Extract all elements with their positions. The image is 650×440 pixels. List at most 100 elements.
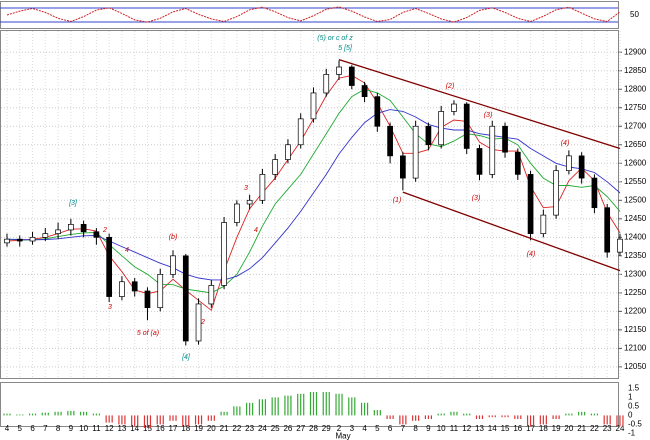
x-tick-label: 22 (590, 424, 599, 433)
candle-body (259, 174, 266, 201)
x-tick-label: 12 (462, 424, 471, 433)
trend-line (402, 191, 621, 272)
candle-body (119, 281, 125, 297)
x-tick-label: 17 (169, 424, 178, 433)
wave-label: 2 (200, 319, 205, 326)
candle-body (310, 92, 317, 120)
y-tick-label: 12400 (624, 232, 647, 241)
x-tick-label: 6 (30, 424, 35, 433)
x-tick-label: 29 (322, 424, 331, 433)
x-tick-label: 16 (513, 424, 522, 433)
x-tick-label: 27 (296, 424, 305, 433)
candle-body (285, 144, 291, 160)
y-tick-label: 50 (630, 10, 639, 19)
x-tick-label: 2 (337, 424, 342, 433)
oscillator-panel (0, 1, 619, 29)
x-tick-label: 10 (437, 424, 446, 433)
y-tick-label: 12200 (624, 306, 647, 315)
wave-label: 3 (108, 304, 112, 311)
y-tick-label: 12700 (624, 121, 647, 130)
candle-body (195, 303, 202, 342)
y-tick-label: 12550 (624, 177, 647, 186)
y-tick-label: 12050 (624, 362, 647, 371)
price-panel (0, 30, 619, 379)
x-tick-label: 23 (603, 424, 612, 433)
candle-body (591, 177, 598, 209)
candle-body (527, 174, 534, 234)
x-tick-label: 5 (375, 424, 380, 433)
wave-label: 3 (244, 185, 248, 192)
x-tick-label: 12 (105, 424, 114, 433)
wave-label: (4) (561, 140, 570, 147)
candle-body (55, 229, 61, 234)
candle-body (336, 66, 342, 75)
y-tick-label: -1 (628, 429, 636, 438)
candle-body (425, 125, 432, 146)
candle-body (348, 66, 355, 86)
x-tick-label: 11 (450, 424, 459, 433)
wave-label: (4) (527, 251, 536, 258)
candle-body (144, 290, 151, 309)
wave-label: (2) (446, 83, 455, 90)
wave-label: [3] (68, 200, 78, 207)
x-tick-label: 8 (413, 424, 418, 433)
x-tick-label: 17 (526, 424, 535, 433)
histogram-panel (0, 382, 619, 427)
candle-body (170, 255, 176, 275)
candle-body (374, 96, 381, 127)
wave-label: 5 [5] (338, 45, 353, 52)
x-tick-label: 20 (564, 424, 573, 433)
candle-body (604, 207, 611, 253)
candle-body (489, 125, 496, 175)
candle-body (387, 125, 393, 157)
y-tick-label: 12800 (624, 84, 647, 93)
wave-label: (1) (393, 197, 402, 204)
candle-body (42, 233, 49, 238)
candle-body (246, 199, 253, 205)
x-tick-label: 15 (143, 424, 152, 433)
candle-body (93, 231, 100, 238)
candle-body (463, 103, 470, 149)
y-tick-label: 12100 (624, 343, 647, 352)
candle-body (553, 170, 559, 216)
y-tick-label: 12250 (624, 288, 647, 297)
trend-line (338, 58, 621, 150)
wave-label: [4] (181, 354, 191, 361)
x-tick-label: 15 (501, 424, 510, 433)
x-tick-label: 7 (43, 424, 48, 433)
candle-body (400, 155, 406, 179)
candle-body (106, 236, 113, 297)
candle-body (297, 118, 304, 146)
x-tick-label: 8 (56, 424, 61, 433)
candle-body (617, 238, 623, 253)
x-tick-label: 13 (475, 424, 484, 433)
x-tick-label: 24 (258, 424, 267, 433)
candle-body (566, 155, 572, 172)
x-tick-label: 9 (69, 424, 74, 433)
x-tick-label: 25 (271, 424, 280, 433)
x-tick-label: 26 (283, 424, 292, 433)
x-tick-label: 19 (194, 424, 203, 433)
candle-body (16, 238, 23, 242)
y-tick-label: 12350 (624, 251, 647, 260)
candle-body (578, 155, 585, 179)
y-tick-label: 12900 (624, 47, 647, 56)
y-tick-label: 12450 (624, 214, 647, 223)
x-tick-label: 21 (220, 424, 229, 433)
y-tick-label: -0.5 (628, 420, 642, 429)
x-tick-label: 4 (5, 424, 10, 433)
wave-label: 2 (102, 227, 107, 234)
x-tick-label: 20 (207, 424, 216, 433)
y-tick-label: 12500 (624, 195, 647, 204)
wave-label: (5) or c of z (317, 35, 353, 42)
wave-label: 4 (254, 227, 258, 234)
wave-label: 5 of (a) (137, 330, 159, 337)
candle-body (208, 285, 215, 305)
x-tick-label: 23 (245, 424, 254, 433)
candle-body (234, 203, 240, 223)
candle-body (438, 111, 445, 146)
x-tick-label: 19 (552, 424, 561, 433)
candle-body (502, 125, 508, 153)
candle-body (131, 281, 138, 292)
